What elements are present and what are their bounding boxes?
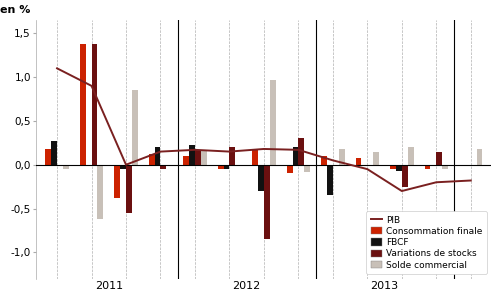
- Bar: [218, 165, 224, 169]
- Bar: [339, 149, 344, 165]
- Bar: [201, 150, 207, 165]
- Bar: [45, 149, 51, 165]
- Bar: [373, 151, 379, 165]
- Bar: [356, 158, 361, 165]
- Bar: [477, 149, 483, 165]
- Bar: [230, 147, 235, 165]
- Bar: [436, 152, 442, 165]
- Bar: [424, 165, 430, 169]
- Bar: [396, 165, 402, 171]
- Bar: [132, 90, 138, 165]
- Bar: [183, 156, 189, 165]
- Bar: [252, 150, 258, 165]
- Bar: [321, 156, 327, 165]
- Bar: [224, 165, 230, 169]
- Bar: [442, 165, 448, 169]
- Bar: [390, 165, 396, 169]
- Bar: [114, 165, 120, 198]
- Bar: [120, 165, 126, 169]
- Bar: [91, 44, 97, 165]
- Bar: [51, 141, 57, 165]
- Bar: [126, 165, 132, 213]
- Bar: [161, 165, 166, 169]
- Bar: [80, 44, 85, 165]
- Bar: [304, 165, 310, 172]
- Bar: [195, 150, 201, 165]
- Bar: [270, 80, 276, 165]
- Text: en %: en %: [0, 5, 30, 15]
- Bar: [63, 165, 69, 169]
- Bar: [189, 146, 195, 165]
- Bar: [327, 165, 333, 195]
- Bar: [298, 138, 304, 165]
- Legend: PIB, Consommation finale, FBCF, Variations de stocks, Solde commercial: PIB, Consommation finale, FBCF, Variatio…: [366, 211, 487, 274]
- Bar: [264, 165, 270, 239]
- Bar: [97, 165, 103, 219]
- Bar: [293, 147, 298, 165]
- Bar: [402, 165, 408, 187]
- Bar: [258, 165, 264, 191]
- Bar: [149, 154, 155, 165]
- Bar: [287, 165, 293, 173]
- Bar: [408, 147, 414, 165]
- Bar: [155, 147, 161, 165]
